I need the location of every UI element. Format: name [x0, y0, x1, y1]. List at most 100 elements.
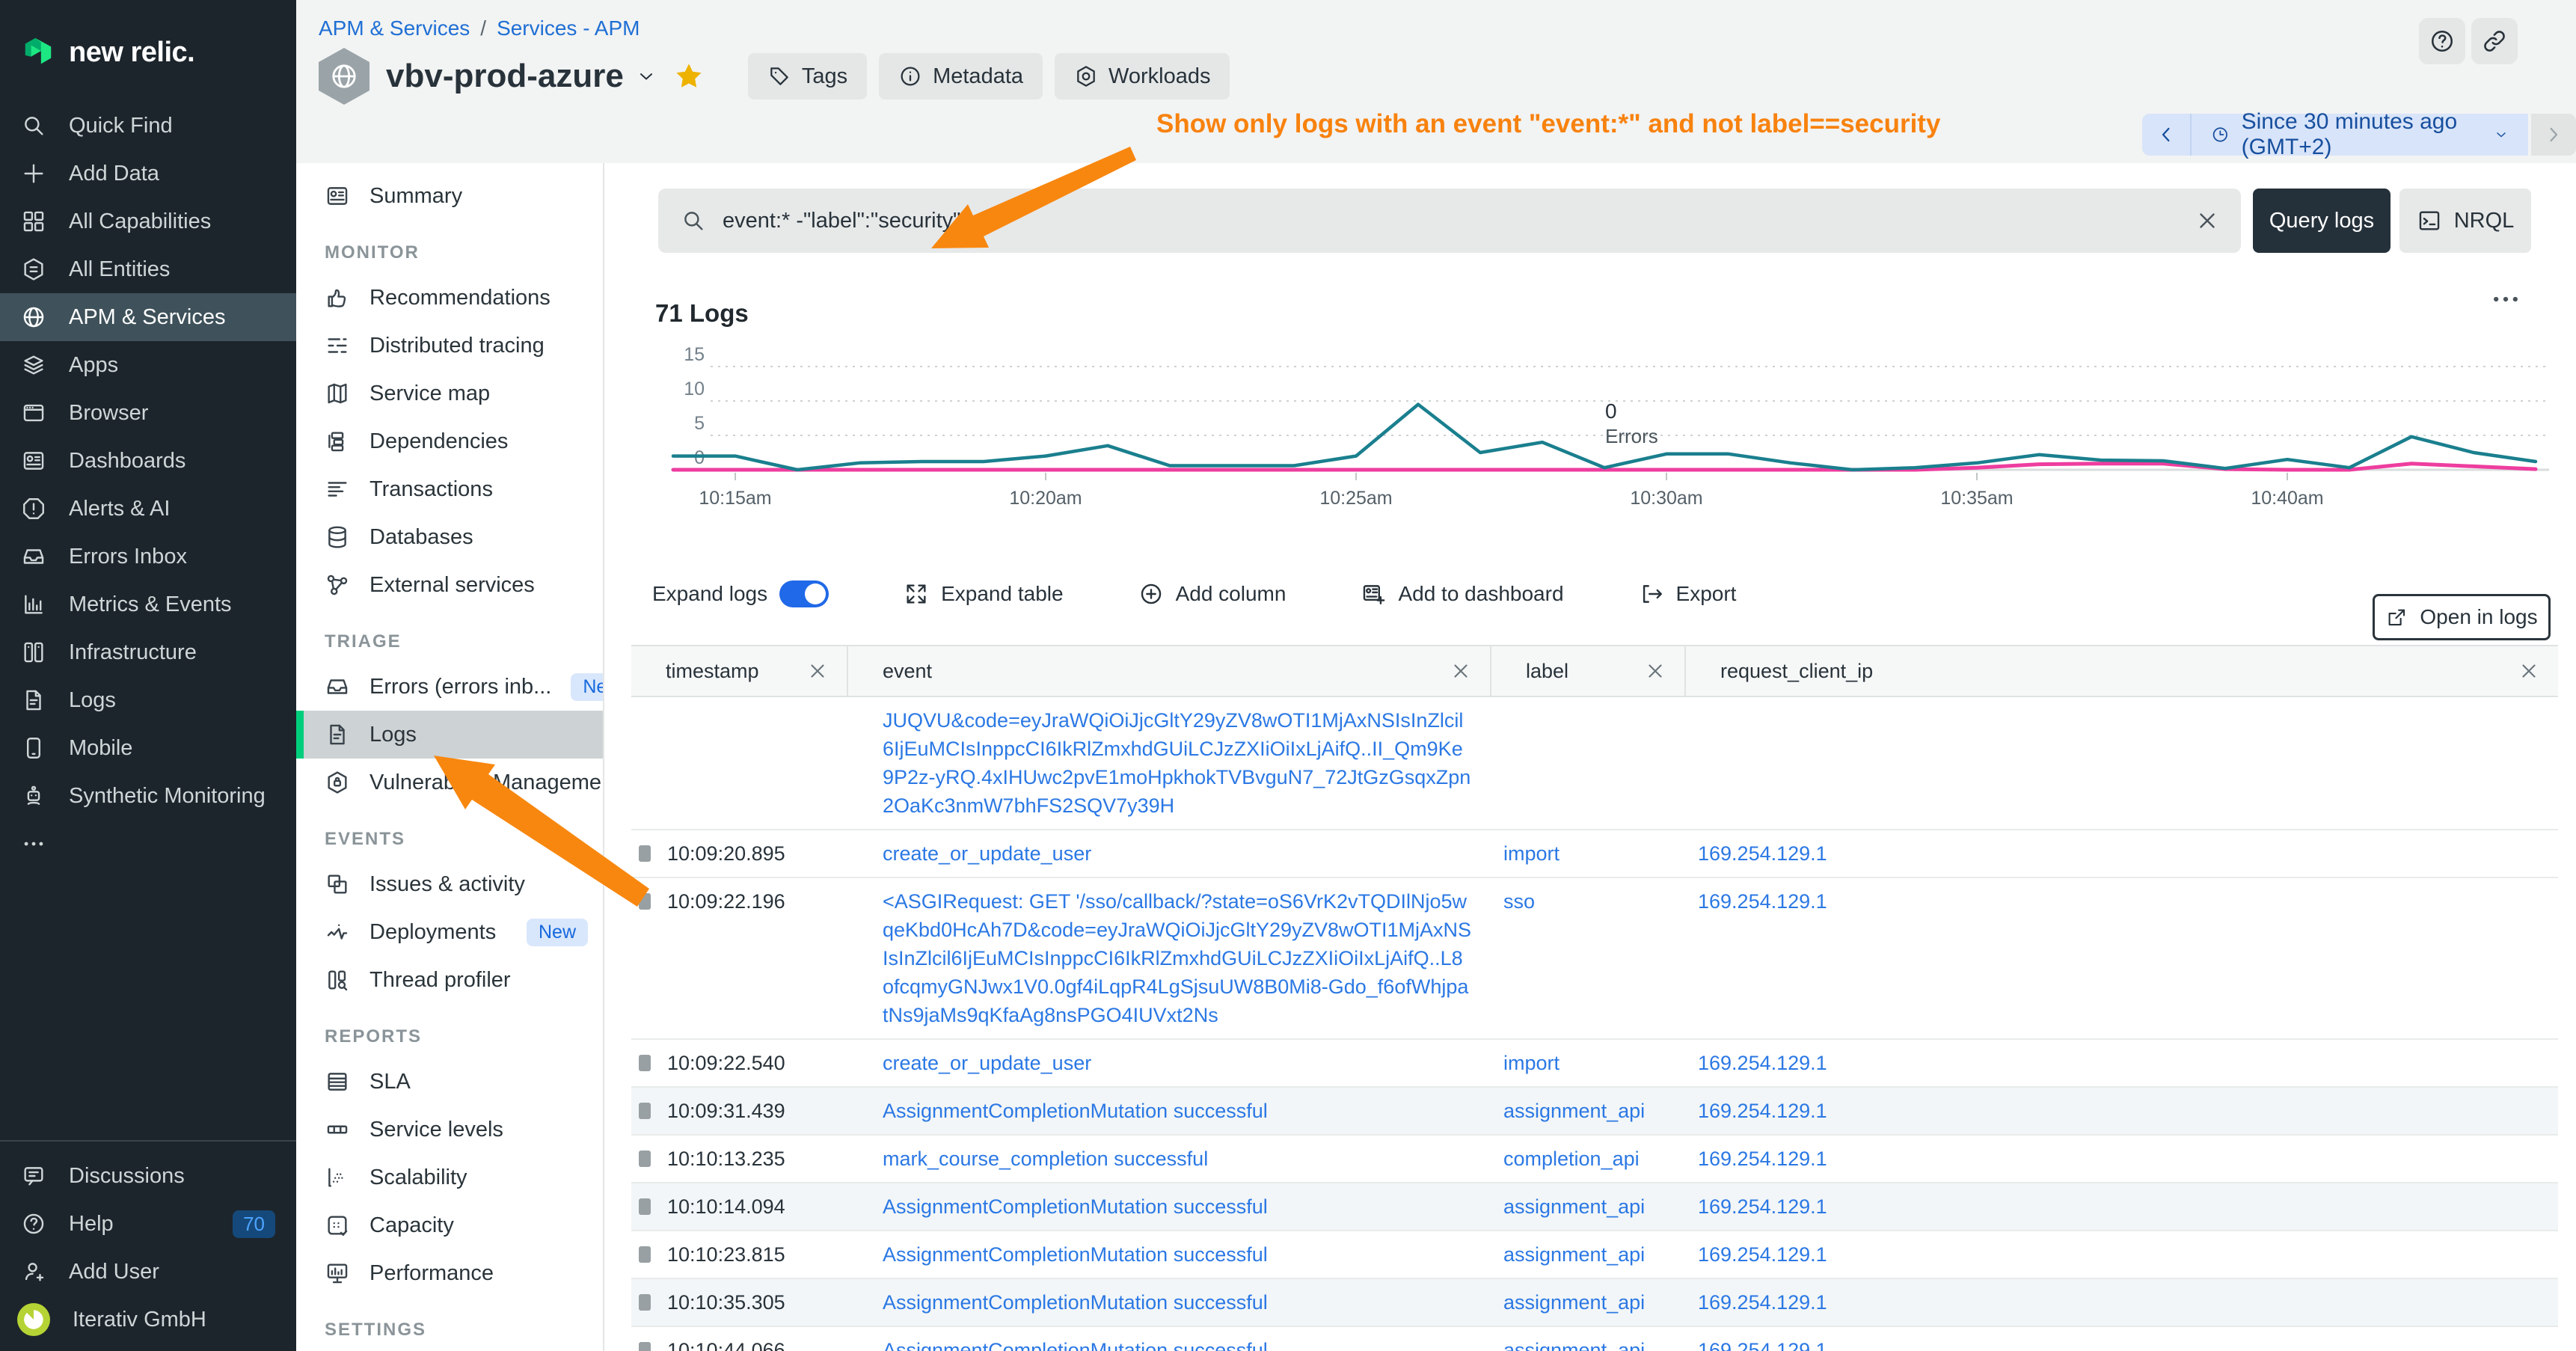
log-label-link[interactable]: import	[1491, 830, 1686, 877]
time-forward-button[interactable]	[2531, 114, 2576, 156]
entity-nav-databases[interactable]: Databases	[296, 513, 603, 561]
log-client-ip-link[interactable]: 169.254.129.1	[1686, 830, 2558, 877]
query-logs-button[interactable]: Query logs	[2253, 189, 2391, 253]
time-range-button[interactable]: Since 30 minutes ago (GMT+2)	[2190, 114, 2528, 156]
log-label-link[interactable]: import	[1491, 1040, 1686, 1086]
column-header-label[interactable]: label	[1491, 646, 1686, 696]
entity-nav-errors-errors-inb[interactable]: Errors (errors inb...New	[296, 663, 603, 711]
permalink-button[interactable]	[2471, 18, 2518, 64]
sidebar-item-apm-services[interactable]: APM & Services	[0, 293, 296, 341]
log-table-row[interactable]: 10:09:31.439AssignmentCompletionMutation…	[631, 1088, 2558, 1136]
log-table-row[interactable]: 10:09:22.540create_or_update_userimport1…	[631, 1040, 2558, 1088]
entity-nav-deployments[interactable]: DeploymentsNew	[296, 908, 603, 956]
log-client-ip-link[interactable]: 169.254.129.1	[1686, 1183, 2558, 1230]
sidebar-item-metrics-events[interactable]: Metrics & Events	[0, 580, 296, 628]
breadcrumb-link-services-apm[interactable]: Services - APM	[497, 16, 640, 40]
sidebar-item-browser[interactable]: Browser	[0, 389, 296, 437]
sidebar-item-infrastructure[interactable]: Infrastructure	[0, 628, 296, 676]
log-event-link[interactable]: AssignmentCompletionMutation successful	[848, 1279, 1491, 1326]
workloads-button[interactable]: Workloads	[1055, 53, 1230, 99]
favorite-star-icon[interactable]	[673, 61, 705, 92]
log-client-ip-link[interactable]: 169.254.129.1	[1686, 1279, 2558, 1326]
entity-nav-service-levels[interactable]: Service levels	[296, 1106, 603, 1154]
log-label-link[interactable]: assignment_api	[1491, 1088, 1686, 1134]
log-client-ip-link[interactable]: 169.254.129.1	[1686, 1231, 2558, 1278]
entity-nav-thread-profiler[interactable]: Thread profiler	[296, 956, 603, 1004]
sidebar-item-mobile[interactable]: Mobile	[0, 724, 296, 772]
entity-nav-performance[interactable]: Performance	[296, 1249, 603, 1297]
sidebar-item-all-entities[interactable]: All Entities	[0, 245, 296, 293]
sidebar-item-add-data[interactable]: Add Data	[0, 150, 296, 197]
log-label-link[interactable]: assignment_api	[1491, 1279, 1686, 1326]
log-label-link[interactable]: assignment_api	[1491, 1327, 1686, 1351]
add-column-button[interactable]: Add column	[1138, 581, 1287, 607]
remove-column-icon[interactable]	[806, 660, 829, 682]
entity-nav-scalability[interactable]: Scalability	[296, 1154, 603, 1201]
entity-nav-capacity[interactable]: Capacity	[296, 1201, 603, 1249]
log-event-link[interactable]: create_or_update_user	[848, 1040, 1491, 1086]
log-table-row[interactable]: 10:10:13.235mark_course_completion succe…	[631, 1136, 2558, 1183]
entity-nav-dependencies[interactable]: Dependencies	[296, 417, 603, 465]
log-client-ip-link[interactable]: 169.254.129.1	[1686, 1088, 2558, 1134]
open-in-logs-button[interactable]: Open in logs	[2373, 594, 2551, 640]
log-table-row[interactable]: 10:09:22.196<ASGIRequest: GET '/sso/call…	[631, 878, 2558, 1040]
sidebar-footer-iterativ-gmbh[interactable]: Iterativ GmbH	[0, 1296, 296, 1344]
toggle-on-icon[interactable]	[779, 580, 829, 607]
log-event-link[interactable]: AssignmentCompletionMutation successful	[848, 1327, 1491, 1351]
entity-nav-summary[interactable]: Summary	[296, 172, 603, 220]
time-back-button[interactable]	[2142, 114, 2190, 156]
column-header-event[interactable]: event	[848, 646, 1491, 696]
nrql-button[interactable]: NRQL	[2399, 189, 2531, 253]
log-label-link[interactable]: assignment_api	[1491, 1183, 1686, 1230]
help-button[interactable]	[2419, 18, 2465, 64]
tags-button[interactable]: Tags	[748, 53, 867, 99]
sidebar-item-alerts-ai[interactable]: Alerts & AI	[0, 485, 296, 533]
log-label-link[interactable]: completion_api	[1491, 1136, 1686, 1182]
log-event-link[interactable]: mark_course_completion successful	[848, 1136, 1491, 1182]
log-label-link[interactable]: sso	[1491, 878, 1686, 1038]
sidebar-item-logs[interactable]: Logs	[0, 676, 296, 724]
log-table-row[interactable]: 10:10:35.305AssignmentCompletionMutation…	[631, 1279, 2558, 1327]
log-event-link[interactable]: create_or_update_user	[848, 830, 1491, 877]
more-options-icon[interactable]	[2489, 283, 2522, 316]
log-client-ip-link[interactable]: 169.254.129.1	[1686, 878, 2558, 1038]
entity-nav-service-map[interactable]: Service map	[296, 370, 603, 417]
entity-nav-transactions[interactable]: Transactions	[296, 465, 603, 513]
breadcrumb-link-apm-services[interactable]: APM & Services	[319, 16, 470, 40]
log-event-link[interactable]: <ASGIRequest: GET '/sso/callback/?state=…	[848, 878, 1491, 1038]
sidebar-footer-add-user[interactable]: Add User	[0, 1248, 296, 1296]
log-event-link[interactable]: JUQVU&code=eyJraWQiOiJjcGltY29yZV8wOTI1M…	[848, 697, 1491, 829]
log-table-row[interactable]: JUQVU&code=eyJraWQiOiJjcGltY29yZV8wOTI1M…	[631, 697, 2558, 830]
sidebar-footer-help[interactable]: Help70	[0, 1200, 296, 1248]
sidebar-item-all-capabilities[interactable]: All Capabilities	[0, 197, 296, 245]
add-to-dashboard-button[interactable]: Add to dashboard	[1361, 581, 1563, 607]
log-client-ip-link[interactable]: 169.254.129.1	[1686, 1136, 2558, 1182]
entity-nav-issues-activity[interactable]: Issues & activity	[296, 860, 603, 908]
log-event-link[interactable]: AssignmentCompletionMutation successful	[848, 1088, 1491, 1134]
entity-nav-external-services[interactable]: External services	[296, 561, 603, 609]
entity-nav-logs[interactable]: Logs	[296, 711, 603, 759]
log-event-link[interactable]: AssignmentCompletionMutation successful	[848, 1231, 1491, 1278]
remove-column-icon[interactable]	[1450, 660, 1472, 682]
sidebar-item-errors-inbox[interactable]: Errors Inbox	[0, 533, 296, 580]
entity-nav-sla[interactable]: SLA	[296, 1058, 603, 1106]
log-label-link[interactable]: assignment_api	[1491, 1231, 1686, 1278]
entity-nav-recommendations[interactable]: Recommendations	[296, 274, 603, 322]
sidebar-footer-discussions[interactable]: Discussions	[0, 1152, 296, 1200]
chevron-down-icon[interactable]	[636, 66, 657, 87]
log-event-link[interactable]: AssignmentCompletionMutation successful	[848, 1183, 1491, 1230]
sidebar-item-item[interactable]	[0, 820, 296, 868]
entity-nav-distributed-tracing[interactable]: Distributed tracing	[296, 322, 603, 370]
column-header-timestamp[interactable]: timestamp	[631, 646, 848, 696]
column-header-request-client-ip[interactable]: request_client_ip	[1686, 646, 2558, 696]
log-table-row[interactable]: 10:10:23.815AssignmentCompletionMutation…	[631, 1231, 2558, 1279]
entity-nav-vulnerability-management[interactable]: Vulnerability Management	[296, 759, 603, 806]
remove-column-icon[interactable]	[2518, 660, 2540, 682]
log-label-link[interactable]	[1491, 697, 1686, 829]
log-client-ip-link[interactable]: 169.254.129.1	[1686, 1327, 2558, 1351]
expand-logs-toggle[interactable]: Expand logs	[652, 580, 829, 607]
clear-search-icon[interactable]	[2195, 208, 2220, 233]
metadata-button[interactable]: Metadata	[879, 53, 1043, 99]
log-table-row[interactable]: 10:09:20.895create_or_update_userimport1…	[631, 830, 2558, 878]
log-search-input[interactable]: event:* -"label":"security"	[658, 189, 2241, 253]
